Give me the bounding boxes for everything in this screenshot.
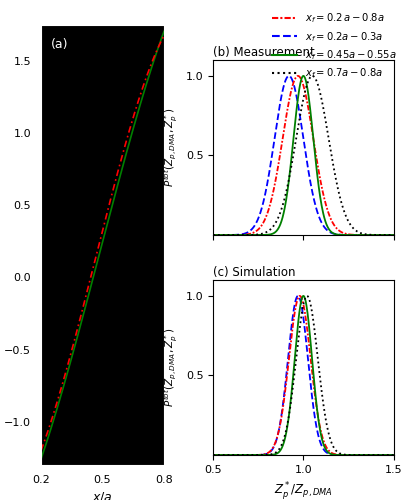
X-axis label: $x/a$: $x/a$ <box>92 490 112 500</box>
Y-axis label: $P^{tot}(Z_{p,DMA}, Z_p^*)$: $P^{tot}(Z_{p,DMA}, Z_p^*)$ <box>162 108 180 187</box>
X-axis label: $Z_p^*/Z_{p,DMA}$: $Z_p^*/Z_{p,DMA}$ <box>273 480 332 500</box>
Text: (b) Measurement: (b) Measurement <box>213 46 314 59</box>
Y-axis label: $P^{tot}(Z_{p,DMA}, Z_p^*)$: $P^{tot}(Z_{p,DMA}, Z_p^*)$ <box>162 328 180 407</box>
Text: (a): (a) <box>51 38 68 51</box>
Legend: $x_f = 0.2\,a - 0.8a$, $x_f = 0.2a - 0.3a$, $x_f = 0.45a - 0.55a$, $x_f = 0.7a -: $x_f = 0.2\,a - 0.8a$, $x_f = 0.2a - 0.3… <box>267 8 400 84</box>
Text: (c) Simulation: (c) Simulation <box>213 266 295 279</box>
